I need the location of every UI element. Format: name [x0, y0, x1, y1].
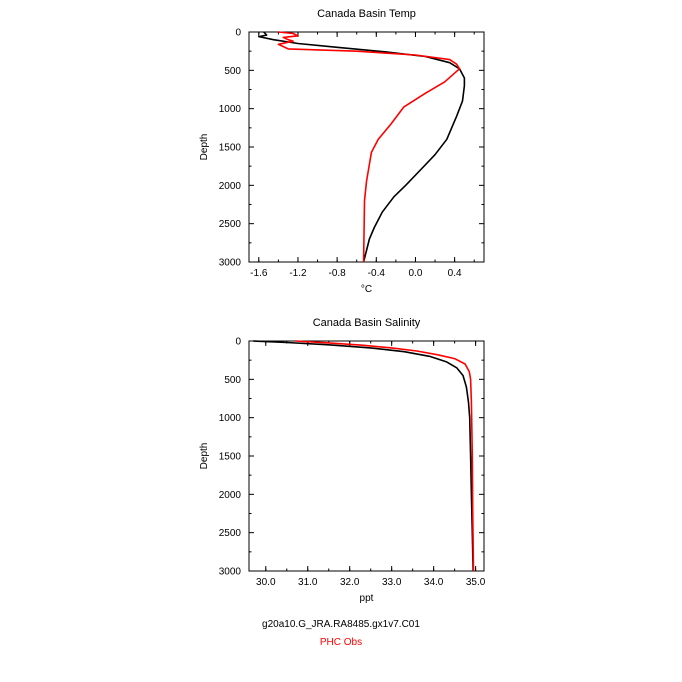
- salinity-y-tick-label: 1500: [219, 452, 242, 463]
- temp-x-tick-label: 0.0: [409, 268, 423, 279]
- obs-legend-label: PHC Obs: [319, 637, 363, 648]
- salinity-y-tick-label: 2500: [219, 528, 242, 539]
- temp-x-tick-label: -0.8: [329, 268, 347, 279]
- salinity-chart-title: Canada Basin Salinity: [313, 317, 421, 329]
- salinity-x-tick-label: 33.0: [382, 577, 402, 588]
- salinity-y-tick-label: 3000: [219, 567, 242, 578]
- temp-chart-title: Canada Basin Temp: [317, 8, 416, 20]
- salinity-x-axis-label: ppt: [360, 593, 374, 604]
- temp-y-axis-label: Depth: [199, 134, 210, 161]
- temp-x-axis-label: °C: [361, 284, 372, 295]
- salinity-obs-line: [295, 340, 475, 572]
- model-legend-label: g20a10.G_JRA.RA8485.gx1v7.C01: [262, 619, 420, 630]
- salinity-x-tick-label: 32.0: [340, 577, 360, 588]
- salinity-x-tick-label: 34.0: [424, 577, 444, 588]
- salinity-y-tick-label: 0: [235, 337, 241, 348]
- temp-y-tick-label: 1000: [219, 104, 242, 115]
- temp-plot-frame: [248, 31, 485, 263]
- salinity-y-tick-label: 500: [224, 375, 241, 386]
- temp-y-tick-label: 3000: [219, 258, 242, 269]
- temp-x-tick-label: -1.6: [250, 268, 268, 279]
- temp-y-tick-label: 2500: [219, 219, 242, 230]
- temp-y-tick-label: 2000: [219, 181, 242, 192]
- salinity-plot-frame: [248, 340, 485, 572]
- temp-x-tick-label: 0.4: [448, 268, 462, 279]
- salinity-model-line: [253, 340, 474, 572]
- temp-y-tick-label: 500: [224, 66, 241, 77]
- temp-x-tick-label: -1.2: [289, 268, 307, 279]
- salinity-y-tick-label: 2000: [219, 490, 242, 501]
- temp-x-tick-label: -0.4: [368, 268, 386, 279]
- salinity-x-tick-label: 35.0: [466, 577, 486, 588]
- salinity-y-axis-label: Depth: [199, 443, 210, 470]
- salinity-x-tick-label: 30.0: [256, 577, 276, 588]
- temp-obs-line: [277, 31, 461, 263]
- temp-model-line: [257, 31, 466, 263]
- temp-y-tick-label: 1500: [219, 143, 242, 154]
- salinity-y-tick-label: 1000: [219, 413, 242, 424]
- temp-y-tick-label: 0: [235, 28, 241, 39]
- salinity-x-tick-label: 31.0: [298, 577, 318, 588]
